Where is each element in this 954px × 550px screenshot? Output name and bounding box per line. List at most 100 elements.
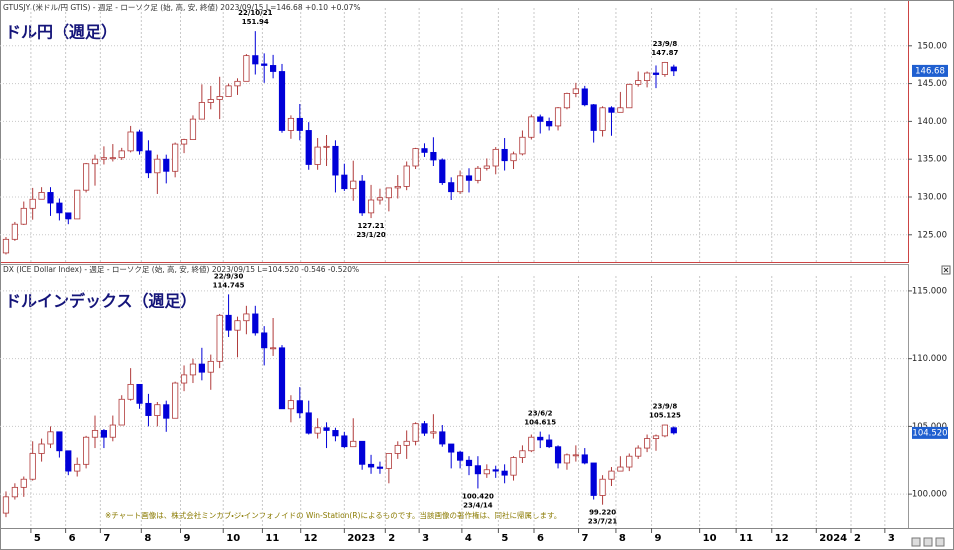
- candle-body: [617, 107, 624, 113]
- x-tick-label: 10: [226, 533, 240, 544]
- candle-body: [287, 117, 295, 131]
- x-tick-label: 5: [34, 533, 41, 544]
- candle-body: [563, 454, 571, 464]
- candle-body: [225, 314, 232, 331]
- candle-body: [47, 431, 54, 445]
- x-tick-label: 9: [655, 533, 662, 544]
- annotation-date: 23/7/21: [588, 518, 618, 526]
- candle-body: [56, 431, 63, 452]
- candle-body: [38, 443, 45, 454]
- x-tick-label: 2: [388, 533, 395, 544]
- x-tick-label: 6: [537, 533, 544, 544]
- candle-body: [127, 383, 134, 400]
- toolbar-button[interactable]: [911, 537, 921, 547]
- last-value-label: 146.68: [915, 66, 945, 76]
- candle-body: [91, 430, 99, 438]
- candle-body: [474, 465, 482, 475]
- candle-body: [448, 443, 455, 453]
- candle-body: [590, 104, 597, 131]
- x-tick-label: 7: [103, 533, 110, 544]
- annotation-date: 23/9/8: [653, 40, 678, 48]
- candle-body: [2, 238, 10, 254]
- last-value-label: 104.520: [912, 428, 947, 438]
- candle-body: [216, 96, 223, 100]
- candle-body: [189, 363, 197, 376]
- toolbar-button[interactable]: [935, 537, 945, 547]
- x-tick-label: 7: [582, 533, 589, 544]
- candle-body: [136, 131, 143, 152]
- candle-body: [305, 130, 312, 165]
- y-tick-label: 105.000: [912, 422, 947, 432]
- candle-body: [216, 314, 223, 362]
- annotation-value: 104.615: [524, 419, 556, 427]
- candle-body: [376, 466, 384, 469]
- candle-body: [127, 131, 134, 152]
- candle-body: [314, 427, 321, 434]
- candle-body: [537, 436, 544, 441]
- candle-body: [100, 157, 108, 160]
- candle-body: [421, 423, 428, 434]
- annotation-date: 23/9/8: [653, 403, 678, 411]
- y-tick-label: 145.00: [917, 79, 947, 89]
- annotation-value: 100.420: [462, 492, 494, 500]
- candle-body: [172, 382, 179, 419]
- annotation-value: 151.94: [242, 18, 269, 26]
- candle-body: [670, 427, 677, 434]
- candle-body: [189, 118, 197, 140]
- candle-body: [83, 163, 90, 191]
- candle-body: [546, 439, 553, 448]
- candle-body: [234, 320, 241, 331]
- annotation-value: 114.745: [213, 281, 245, 289]
- candle-body: [465, 459, 473, 467]
- candle-body: [385, 187, 392, 199]
- candle-body: [38, 192, 45, 200]
- candle-body: [359, 440, 366, 465]
- candle-body: [519, 450, 526, 458]
- candle-body: [581, 454, 588, 464]
- x-tick-label: 8: [144, 533, 151, 544]
- x-tick-label: 5: [501, 533, 508, 544]
- candle-body: [661, 62, 669, 75]
- candle-body: [474, 167, 482, 181]
- candle-body: [305, 412, 312, 434]
- candle-body: [47, 192, 54, 204]
- candle-body: [278, 71, 286, 131]
- x-tick-label: 2024: [819, 533, 847, 544]
- candle-body: [367, 463, 375, 468]
- toolbar-button[interactable]: [923, 537, 933, 547]
- x-tick-label: 10: [703, 533, 717, 544]
- x-tick-label: 11: [739, 533, 753, 544]
- candle-body: [430, 151, 437, 161]
- candle-body: [172, 143, 179, 172]
- candle-body: [492, 148, 499, 167]
- candle-body: [519, 136, 526, 155]
- candle-body: [599, 478, 606, 496]
- candle-body: [261, 63, 268, 66]
- candle-body: [635, 447, 642, 457]
- candle-body: [608, 470, 615, 480]
- candle-body: [635, 80, 642, 85]
- candle-body: [29, 198, 36, 209]
- chart-title: ドル円（週足）: [5, 23, 117, 42]
- candle-body: [180, 374, 188, 384]
- candle-body: [154, 404, 161, 416]
- x-tick-label: 2: [854, 533, 861, 544]
- candle-body: [554, 107, 562, 127]
- candle-body: [296, 400, 303, 414]
- candle-body: [652, 72, 660, 75]
- candle-body: [394, 444, 401, 454]
- candle-body: [430, 431, 437, 434]
- candle-body: [100, 430, 108, 438]
- candle-body: [314, 146, 321, 165]
- x-tick-label: 4: [465, 533, 472, 544]
- footnote: ※チャート画像は、株式会社ミンカブ・ジ・インフォノイドの Win-Station…: [105, 510, 561, 520]
- candle-body: [563, 93, 571, 109]
- candle-body: [448, 182, 455, 193]
- last-value-box: [912, 426, 948, 439]
- x-tick-label: 11: [265, 533, 279, 544]
- candle-body: [412, 423, 419, 442]
- candle-body: [483, 165, 490, 169]
- candle-body: [421, 148, 428, 153]
- x-tick-label: 12: [775, 533, 789, 544]
- candle-body: [341, 174, 348, 190]
